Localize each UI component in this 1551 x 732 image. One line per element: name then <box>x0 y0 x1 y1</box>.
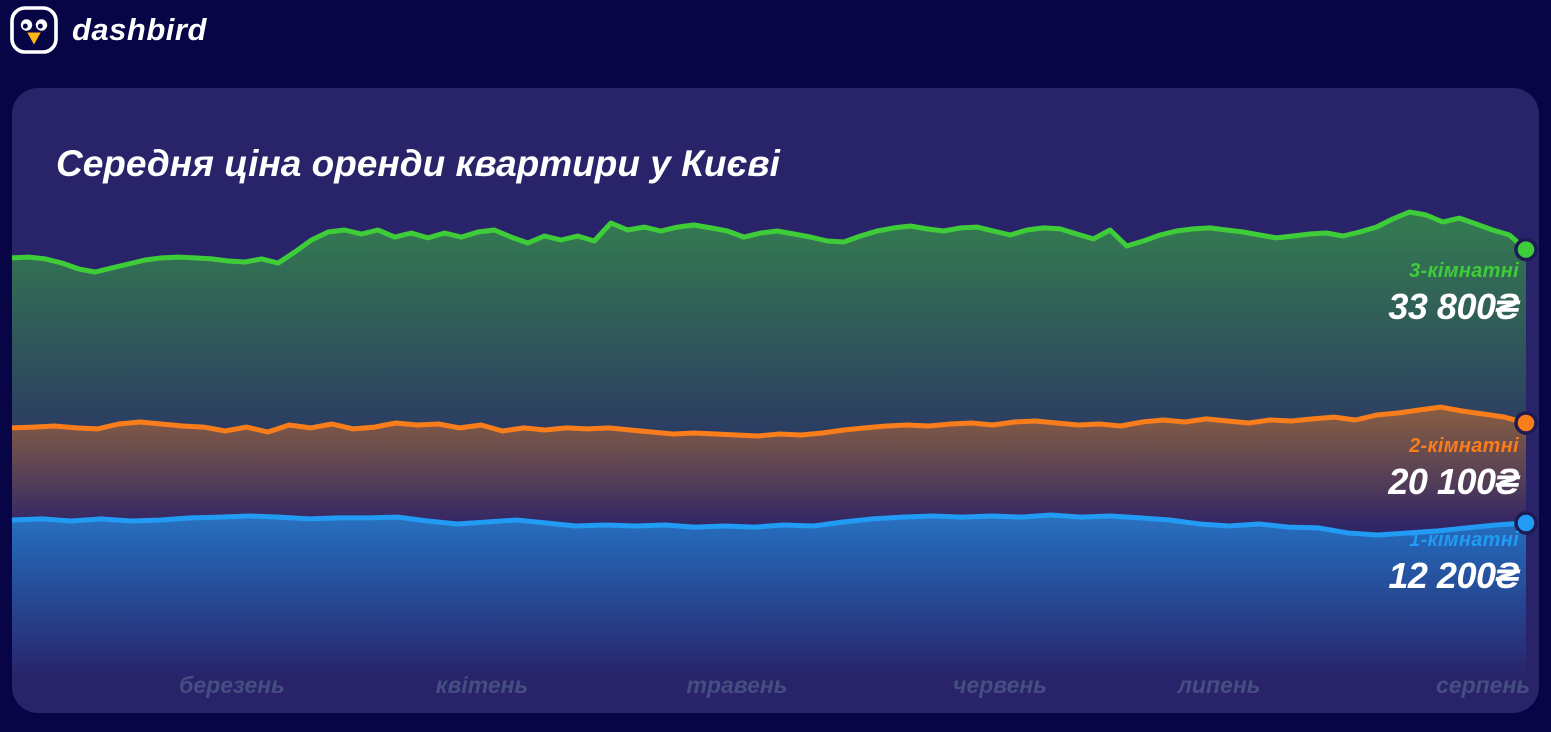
logo-left-pupil <box>22 23 28 29</box>
logo-beak <box>27 32 41 45</box>
series-label-2-rooms: 2-кімнатні 20 100₴ <box>1388 435 1519 502</box>
series-2-line <box>12 512 1529 538</box>
x-tick-june: червень <box>953 672 1047 698</box>
logo-frame <box>10 6 58 54</box>
x-tick-march: березень <box>179 672 285 698</box>
x-tick-may: травень <box>686 672 788 698</box>
series-name-2: 1-кімнатні <box>1409 529 1519 551</box>
series-1-end-dot <box>1514 411 1538 435</box>
dashbird-logo-icon <box>10 6 58 54</box>
series-1-area <box>12 407 1526 538</box>
series-value-2: 12 200₴ <box>1388 555 1519 596</box>
x-tick-august: серпень <box>1435 672 1531 698</box>
series-label-3-rooms: 3-кімнатні 33 800₴ <box>1388 260 1519 327</box>
series-name-0: 3-кімнатні <box>1409 260 1519 282</box>
series-label-1-room: 1-кімнатні 12 200₴ <box>1388 529 1519 596</box>
series-0-line <box>12 209 1529 275</box>
chart-title: Середня ціна оренди квартири у Києві <box>56 142 780 184</box>
series-2-end-dot <box>1514 511 1538 535</box>
series-2-area <box>12 515 1526 678</box>
brand-name: dashbird <box>72 12 207 47</box>
series-name-1: 2-кімнатні <box>1409 435 1519 457</box>
series-value-0: 33 800₴ <box>1388 286 1519 327</box>
top-bar: dashbird <box>10 6 207 54</box>
series-1-line <box>12 404 1529 439</box>
price-lines-svg <box>12 209 1538 678</box>
series-value-1: 20 100₴ <box>1388 461 1519 502</box>
series-0-end-dot <box>1514 237 1538 262</box>
x-tick-july: липень <box>1177 672 1261 698</box>
x-tick-april: квітень <box>435 672 529 698</box>
chart-card: Середня ціна оренди квартири у Києві бер… <box>12 88 1539 713</box>
logo-right-pupil <box>37 23 43 29</box>
